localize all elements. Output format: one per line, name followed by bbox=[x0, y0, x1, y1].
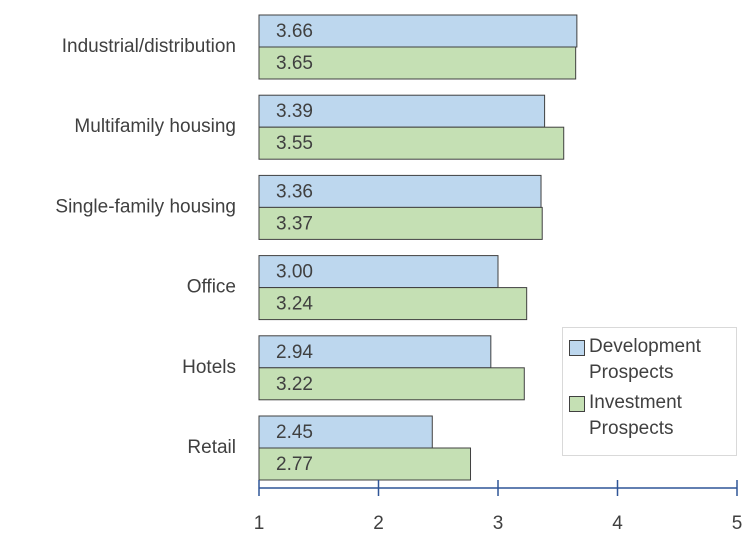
x-tick-label: 2 bbox=[373, 513, 384, 533]
value-label: 3.36 bbox=[276, 181, 313, 202]
x-tick-label: 4 bbox=[612, 513, 623, 533]
value-label: 3.24 bbox=[276, 294, 313, 315]
category-label: Single-family housing bbox=[55, 196, 236, 217]
legend-entry: Investment Prospects bbox=[567, 390, 732, 442]
value-label: 2.77 bbox=[276, 454, 313, 475]
bar bbox=[258, 14, 578, 48]
legend-label: Development Prospects bbox=[589, 336, 701, 383]
category-label: Office bbox=[187, 277, 236, 298]
legend-swatch bbox=[569, 340, 585, 356]
value-label: 3.22 bbox=[276, 374, 313, 395]
bar bbox=[258, 367, 525, 401]
x-tick-label: 5 bbox=[732, 513, 743, 533]
bar bbox=[258, 174, 542, 208]
bar bbox=[258, 287, 528, 321]
bar bbox=[258, 447, 472, 481]
value-label: 2.45 bbox=[276, 422, 313, 443]
category-label: Industrial/distribution bbox=[62, 36, 236, 57]
bar bbox=[258, 46, 577, 80]
value-label: 2.94 bbox=[276, 342, 313, 363]
legend-swatch bbox=[569, 396, 585, 412]
bar bbox=[258, 335, 492, 369]
value-label: 3.39 bbox=[276, 101, 313, 122]
category-label: Retail bbox=[187, 437, 236, 458]
bar bbox=[258, 206, 543, 240]
legend-entry: Development Prospects bbox=[567, 334, 732, 386]
bar bbox=[258, 415, 433, 449]
value-label: 3.65 bbox=[276, 53, 313, 74]
value-label: 3.00 bbox=[276, 262, 313, 283]
bar bbox=[258, 126, 565, 160]
value-label: 3.66 bbox=[276, 21, 313, 42]
category-label: Hotels bbox=[182, 357, 236, 378]
category-label: Multifamily housing bbox=[74, 116, 236, 137]
value-label: 3.37 bbox=[276, 213, 313, 234]
legend-label: Investment Prospects bbox=[589, 392, 682, 439]
bar bbox=[258, 94, 546, 128]
x-tick-label: 3 bbox=[493, 513, 504, 533]
value-label: 3.55 bbox=[276, 133, 313, 154]
legend: Development Prospects Investment Prospect… bbox=[562, 327, 737, 456]
x-tick-label: 1 bbox=[254, 513, 265, 533]
